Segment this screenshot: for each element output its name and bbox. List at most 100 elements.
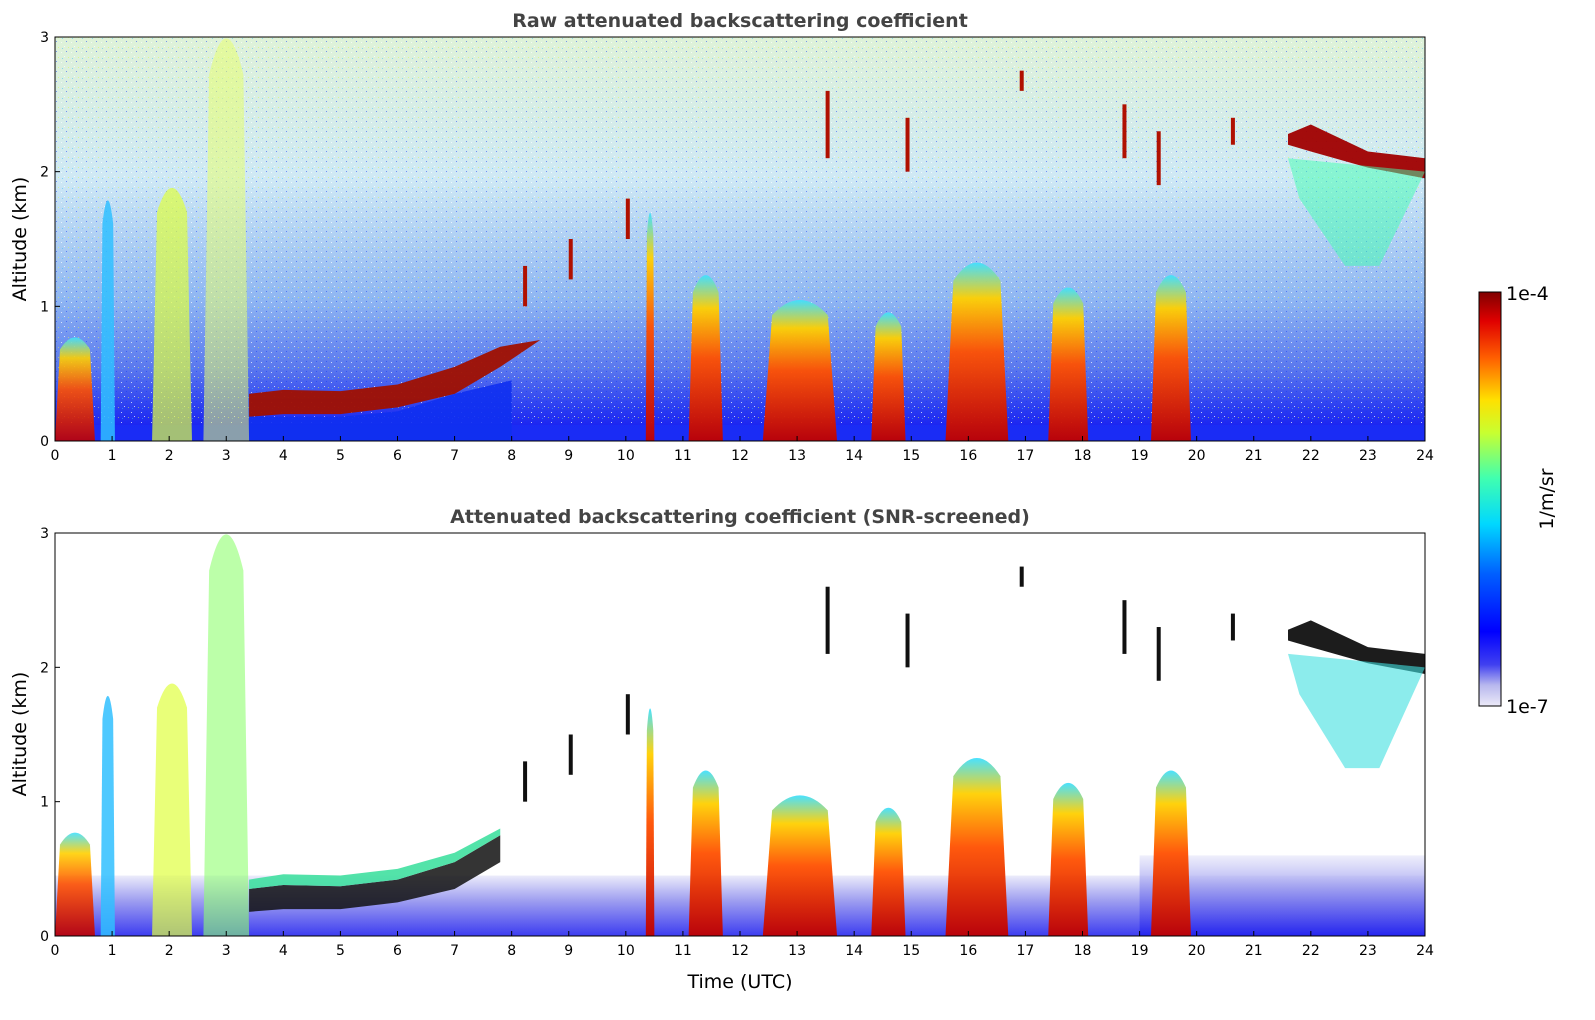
cloud-streak: [1019, 70, 1024, 91]
panel-screened-xtick-label: 18: [1074, 943, 1092, 959]
screened-cloud-streak: [625, 694, 630, 735]
colorbar-gradient: [1478, 291, 1502, 707]
panel-screened-xtick-label: 10: [617, 943, 635, 959]
cloud-streak: [568, 239, 573, 280]
panel-screened-xtick-label: 19: [1131, 943, 1149, 959]
panel-screened-xtick-label: 23: [1359, 943, 1377, 959]
boundary-layer-top: [249, 340, 541, 417]
panel-raw-xtick-label: 6: [393, 448, 402, 464]
screened-cloud-streak: [1019, 566, 1024, 587]
screened-boundary-layer-edge: [249, 828, 501, 889]
panel-raw-xtick-label: 22: [1302, 448, 1320, 464]
panel-raw-xtick-label: 13: [788, 448, 806, 464]
panel-screened-plot-area: [55, 533, 1425, 936]
panel-raw-xtick-label: 0: [51, 448, 60, 464]
plume-early: [152, 187, 192, 441]
panel-screened-xtick-label: 9: [564, 943, 573, 959]
panel-raw-xtick-label: 24: [1416, 448, 1434, 464]
panel-screened-xtick-label: 2: [165, 943, 174, 959]
screened-convective-plume: [762, 795, 838, 936]
panel-raw-xtick-label: 8: [507, 448, 516, 464]
screened-cloud-streak: [1122, 600, 1127, 654]
panel-screened-xtick-label: 6: [393, 943, 402, 959]
panel-raw-ytick-label: 1: [40, 299, 49, 315]
screened-convective-plume: [645, 708, 655, 936]
convective-plume: [645, 212, 655, 441]
panel-screened-axes: 0 1 2 3 4 5 6 7 8 9 10 11 12 13 14 15 16 17 18 19 20 21 22 23 24…: [40, 526, 1434, 959]
panel-raw-xtick-label: 23: [1359, 448, 1377, 464]
panel-raw-ytick-label: 3: [40, 30, 49, 46]
screened-plume: [55, 832, 95, 936]
panel-screened-xtick-label: 15: [902, 943, 920, 959]
panel-screened-xtick-label: 21: [1245, 943, 1263, 959]
panel-raw: Raw attenuated backscattering coefficien…: [9, 10, 1434, 464]
panel-raw-xtick-label: 11: [674, 448, 692, 464]
panel-screened-xtick-label: 4: [279, 943, 288, 959]
panel-screened-xtick-label: 11: [674, 943, 692, 959]
panel-raw-xtick-label: 20: [1188, 448, 1206, 464]
cloud-streak: [905, 117, 910, 172]
panel-screened-ytick-label: 2: [40, 660, 49, 676]
panel-raw-xtick-label: 10: [617, 448, 635, 464]
panel-screened-xtick-label: 1: [108, 943, 117, 959]
cloud-streak: [1230, 117, 1235, 145]
boundary-layer-base: [249, 380, 512, 441]
convective-plume: [688, 275, 723, 441]
panel-raw-xtick-label: 4: [279, 448, 288, 464]
plume-early: [100, 200, 115, 441]
panel-screened-xtick-label: 3: [222, 943, 231, 959]
panel-screened-ylabel: Altitude (km): [9, 672, 31, 797]
panel-screened-xtick-label: 7: [450, 943, 459, 959]
panel-raw-xtick-label: 7: [450, 448, 459, 464]
panel-raw-xtick-label: 14: [845, 448, 863, 464]
screened-cloud-streak: [905, 613, 910, 668]
panel-screened-xtick-label: 22: [1302, 943, 1320, 959]
screened-convective-plume: [1048, 782, 1089, 936]
panel-raw-title: Raw attenuated backscattering coefficien…: [512, 10, 968, 32]
screened-cloud-streak: [1156, 627, 1161, 681]
convective-plume: [945, 262, 1009, 441]
screened-convective-plume: [1151, 770, 1191, 936]
cloud-streak: [1156, 131, 1161, 186]
panel-screened-ytick-label: 3: [40, 526, 49, 542]
panel-raw-xtick-label: 21: [1245, 448, 1263, 464]
panel-raw-noise: [55, 37, 1425, 441]
screened-boundary-layer: [249, 835, 501, 912]
screened-cloud-streak: [523, 761, 528, 802]
panel-raw-xtick-label: 19: [1131, 448, 1149, 464]
panel-screened-features: [55, 534, 1425, 936]
colorbar-min-label: 1e-7: [1506, 696, 1549, 718]
convective-plume: [1151, 275, 1191, 441]
screened-plume: [152, 683, 192, 936]
panel-screened: Attenuated backscattering coefficient (S…: [9, 506, 1434, 993]
screened-plume: [100, 695, 115, 936]
panel-screened-xtick-label: 24: [1416, 943, 1434, 959]
panel-raw-ylabel: Altitude (km): [9, 177, 31, 302]
panel-screened-xtick-label: 8: [507, 943, 516, 959]
plume-early: [203, 38, 250, 441]
colorbar-max-label: 1e-4: [1506, 283, 1549, 305]
screened-cloud-streak: [825, 586, 830, 654]
panel-raw-xtick-label: 9: [564, 448, 573, 464]
screened-upper-cloud: [1288, 620, 1425, 675]
panel-raw-ytick-label: 2: [40, 165, 49, 181]
panel-screened-ytick-label: 0: [40, 929, 49, 945]
screened-cloud-virga: [1288, 653, 1425, 769]
screened-convective-plume: [945, 758, 1009, 936]
screened-convective-plume: [871, 807, 906, 936]
panel-screened-title: Attenuated backscattering coefficient (S…: [450, 506, 1030, 528]
panel-screened-xtick-label: 12: [731, 943, 749, 959]
cloud-streak: [1122, 104, 1127, 159]
panel-raw-xtick-label: 1: [108, 448, 117, 464]
panel-screened-xlabel: Time (UTC): [686, 971, 792, 993]
cloud-streak: [523, 265, 528, 307]
colorbar: 1e-4 1e-7 1/m/sr: [1478, 283, 1558, 718]
panel-raw-xtick-label: 18: [1074, 448, 1092, 464]
panel-screened-ytick-label: 1: [40, 795, 49, 811]
screened-cloud-streak: [1230, 613, 1235, 641]
cloud-virga: [1288, 158, 1425, 266]
panel-raw-xtick-label: 16: [959, 448, 977, 464]
screened-cloud-streak: [568, 734, 573, 775]
colorbar-unit-label: 1/m/sr: [1536, 468, 1558, 529]
